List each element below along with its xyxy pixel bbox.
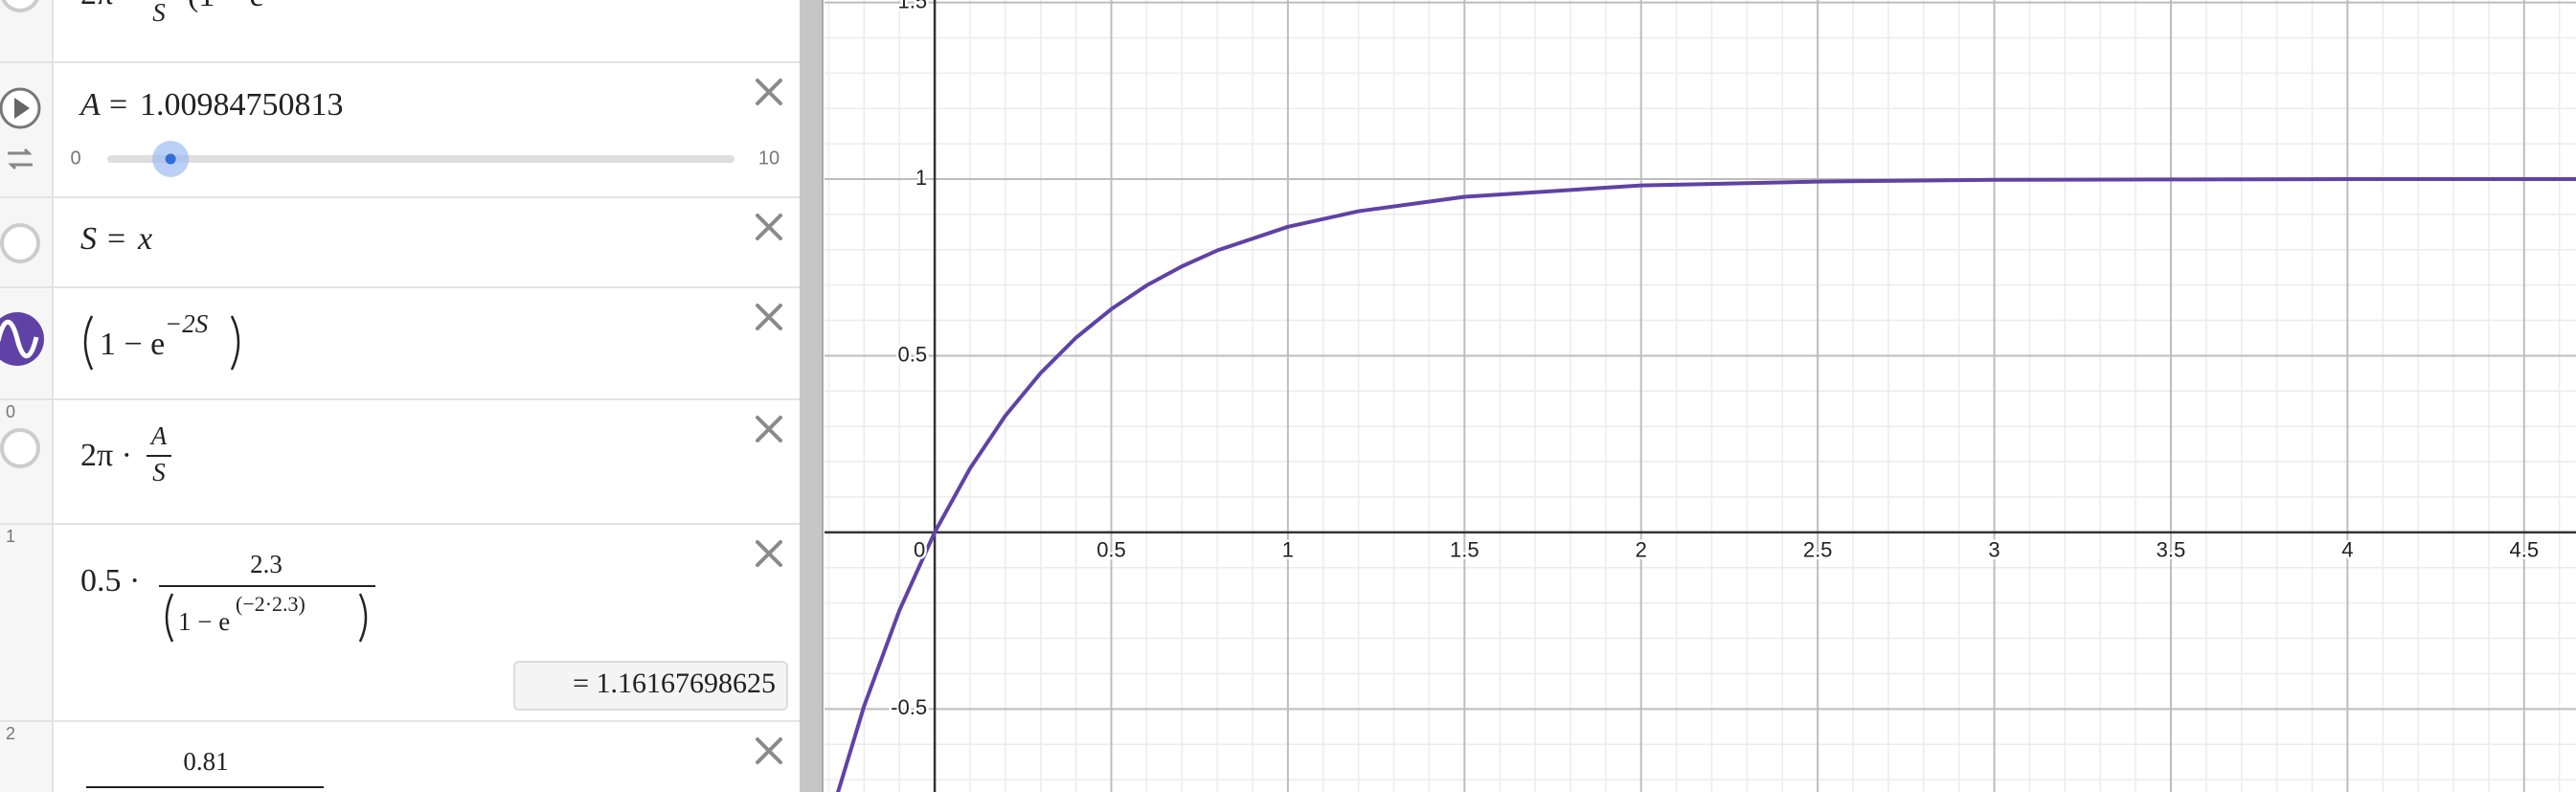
paren <box>165 593 174 643</box>
row-index: 2 <box>6 724 15 743</box>
repeat-icon[interactable] <box>8 147 33 170</box>
hide-toggle[interactable] <box>0 428 40 468</box>
operator: = <box>109 87 127 123</box>
expression-row[interactable]: 0 2π · A S <box>0 402 171 487</box>
delete-button[interactable] <box>756 540 782 567</box>
panel-divider[interactable] <box>800 0 823 792</box>
expression-row[interactable]: S = x <box>0 221 152 263</box>
x-tick-label: 0 <box>914 538 925 562</box>
slider-track[interactable] <box>107 155 734 163</box>
delete-button[interactable] <box>756 79 782 105</box>
x-tick-label: 1 <box>1282 538 1294 562</box>
result-box <box>513 661 788 711</box>
curve <box>836 177 2576 792</box>
wave-icon <box>0 319 39 359</box>
lhs: S <box>80 221 97 257</box>
denominator: S <box>152 458 166 487</box>
slider-min: 0 <box>70 147 80 169</box>
tick-labels: 0 0.5 1 1.5 2 2.5 3 3.5 4 4.5 -0.5 0.5 1 1.5 <box>889 0 2542 722</box>
x-tick-label: 2.5 <box>1803 538 1833 562</box>
value: 1.00984750813 <box>140 87 344 123</box>
delete-buttons <box>756 79 782 764</box>
math-text: (1 − e <box>188 0 264 13</box>
row-index: 1 <box>6 527 15 546</box>
operator: = <box>107 221 125 257</box>
numerator: 0.81 <box>183 747 228 776</box>
denominator: S <box>152 0 166 27</box>
expression-list <box>0 0 800 792</box>
result: = 1.16167698625 <box>573 668 776 699</box>
y-tick-label: -0.5 <box>891 695 927 719</box>
delete-button[interactable] <box>756 737 782 764</box>
delete-button[interactable] <box>756 416 782 442</box>
exponent: −2S <box>165 309 209 338</box>
paren <box>230 315 240 371</box>
slider-handle <box>165 153 176 165</box>
row-separators <box>0 61 800 722</box>
x-tick-label: 4.5 <box>2509 538 2539 562</box>
x-tick-label: 0.5 <box>1096 538 1126 562</box>
graph-background <box>825 0 2576 792</box>
y-tick-label: 1.5 <box>897 0 927 12</box>
graph-paper[interactable] <box>825 0 2576 792</box>
base: 1 − e <box>178 607 230 636</box>
row-index: 0 <box>6 402 15 421</box>
variable: A <box>79 87 101 123</box>
rhs: x <box>137 221 152 257</box>
paren <box>83 315 94 371</box>
gutter <box>0 0 53 792</box>
slider-thumb[interactable] <box>152 141 190 177</box>
hide-toggle[interactable] <box>0 223 40 263</box>
prefix: 2π · <box>80 438 132 473</box>
expression-row[interactable]: 2 0.81 <box>6 724 324 788</box>
math-text: 2π <box>80 0 113 11</box>
expression-row[interactable]: A = 1.00984750813 0 10 <box>0 87 780 177</box>
x-tick-label: 3 <box>1988 538 2000 562</box>
x-tick-label: 1.5 <box>1450 538 1480 562</box>
exponent: (−2·2.3) <box>236 592 305 616</box>
x-tick-label: 4 <box>2341 538 2353 562</box>
expression-row[interactable]: 1 0.5 · 2.3 1 − e (−2·2.3) = 1.161676986… <box>6 527 788 711</box>
expression-row[interactable]: 1 − e −2S <box>0 309 240 371</box>
slider-max: 10 <box>758 147 780 169</box>
play-icon <box>14 98 30 119</box>
x-tick-label: 3.5 <box>2157 538 2186 562</box>
hide-toggle[interactable] <box>1 0 39 12</box>
base: 1 − e <box>100 327 165 362</box>
y-tick-label: 0.5 <box>897 342 927 366</box>
delete-button[interactable] <box>756 214 782 240</box>
paren <box>358 593 368 643</box>
prefix: 0.5 · <box>80 563 140 599</box>
numerator: A <box>149 421 168 450</box>
x-tick-label: 2 <box>1636 538 1647 562</box>
y-tick-label: 1 <box>915 166 927 190</box>
numerator: 2.3 <box>250 550 282 578</box>
expression-row[interactable]: 2π S (1 − e <box>1 0 264 27</box>
delete-button[interactable] <box>756 304 782 330</box>
